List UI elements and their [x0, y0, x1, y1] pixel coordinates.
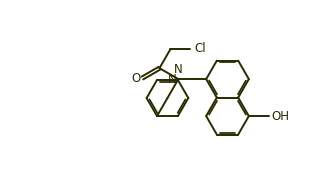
- Text: O: O: [132, 72, 141, 84]
- Text: N: N: [174, 63, 183, 76]
- Text: N: N: [168, 73, 176, 86]
- Text: OH: OH: [272, 109, 290, 123]
- Text: Cl: Cl: [194, 42, 206, 55]
